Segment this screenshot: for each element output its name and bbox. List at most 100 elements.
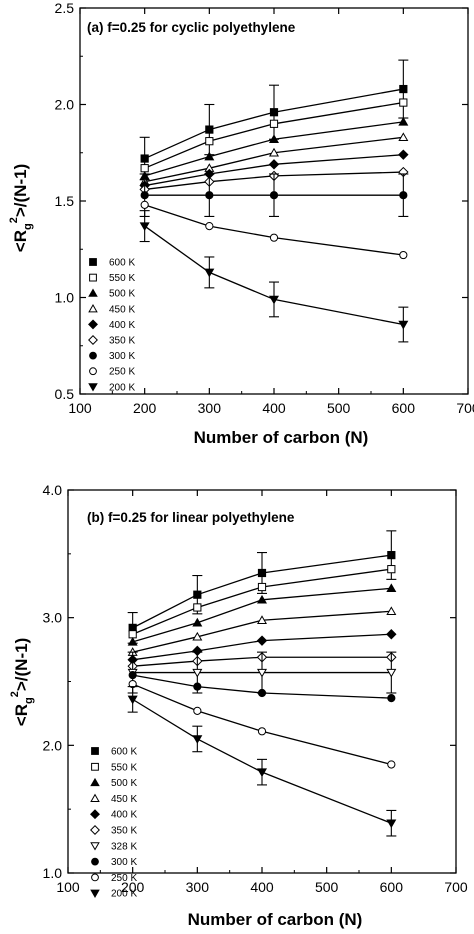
panel-b-data-point (256, 594, 268, 604)
panel-a-data-point (269, 108, 279, 117)
panel-a-series-250k (140, 200, 408, 260)
panel-b-series-line (132, 554, 392, 629)
panel-a-legend-marker (88, 383, 98, 392)
panel-b-legend-label: 600 K (111, 747, 137, 758)
panel-a-data-point (204, 268, 215, 278)
panel-a-x-tick-label: 200 (133, 400, 157, 416)
panel-a-y-label-sub: g (22, 223, 34, 230)
panel-b-legend-item: 450 K (90, 793, 137, 805)
panel-a-data-point (269, 119, 279, 128)
panel-b-legend-marker (91, 857, 99, 866)
panel-b-y-tick-label: 2.0 (43, 737, 63, 753)
panel-b-x-tick-label: 600 (380, 879, 404, 895)
panel-b-data-point (386, 606, 397, 616)
panel-b-series-line (132, 698, 392, 824)
panel-b-data-point (256, 768, 268, 778)
panel-b-data-point (192, 668, 203, 678)
panel-a-data-point (205, 137, 214, 146)
panel-b-data-point (387, 565, 396, 574)
panel-b-y-label-main: <R (12, 704, 31, 726)
panel-a-legend-item: 600 K (89, 258, 135, 269)
panel-a-legend-item: 500 K (88, 288, 135, 300)
panel-a-x-tick-label: 600 (392, 400, 416, 416)
panel-a-data-point (398, 149, 409, 160)
panel-b-legend-marker (90, 809, 100, 820)
panel-b-legend-item: 600 K (91, 747, 137, 758)
panel-b-legend-item: 350 K (90, 825, 137, 837)
panel-a-data-point (399, 84, 408, 94)
panel-b-data-point (127, 636, 138, 646)
panel-b-data-point (257, 568, 267, 578)
panel-a-series-line (144, 225, 404, 326)
panel-b-series-300k (128, 671, 396, 703)
panel-b-legend-marker (90, 793, 100, 802)
panel-b-legend-label: 300 K (111, 857, 137, 868)
panel-a-data-point (269, 233, 279, 242)
panel-a-legend-label: 450 K (109, 304, 135, 315)
panel-b-series-200k (127, 686, 397, 837)
panel-a-legend-label: 600 K (109, 258, 135, 269)
panel-b-data-point (192, 735, 203, 744)
panel-b-legend-label: 450 K (111, 794, 137, 805)
panel-b-data-point (386, 668, 397, 678)
panel-a-x-tick-label: 400 (262, 400, 286, 416)
panel-a-data-point (205, 125, 214, 134)
panel-b-legend-label: 250 K (111, 873, 137, 884)
panel-a-data-point (398, 320, 409, 330)
panel-a-legend-marker (89, 258, 97, 266)
panel-b-legend-item: 300 K (91, 857, 137, 868)
panel-b-data-point (386, 629, 397, 640)
panel-a-x-tick-label: 500 (327, 400, 351, 416)
panel-b-data-point (193, 706, 202, 715)
panel-a-legend-item: 200 K (88, 382, 135, 393)
panel-a-y-label-sup: 2 (8, 217, 20, 223)
panel-a-legend-label: 550 K (109, 273, 135, 284)
panel-a-legend-label: 500 K (109, 289, 135, 300)
panel-a-legend-marker (88, 288, 98, 297)
panel-b-series-550k (128, 565, 396, 639)
panel-b-x-tick-label: 100 (56, 879, 80, 895)
panel-b-series-line (132, 674, 392, 699)
panel-b-data-point (128, 630, 137, 639)
panel-a-legend-item: 450 K (88, 304, 135, 315)
panel-b-series-line (132, 610, 392, 653)
panel-b-data-point (256, 668, 268, 678)
panel-a-data-point (268, 159, 280, 170)
panel-b-legend-marker (90, 777, 100, 787)
panel-a-y-tick-label: 2.5 (55, 0, 75, 16)
panel-b-y-tick-label: 3.0 (43, 610, 63, 626)
panel-a-legend-marker (88, 319, 98, 330)
panel-a-legend-marker (88, 304, 98, 313)
panel-b-y-axis-label: <Rg2>/(N-1) (9, 638, 35, 726)
panel-b-legend-item: 328 K (90, 841, 137, 852)
panel-a-y-tick-label: 0.5 (55, 386, 75, 402)
panel-a-data-point (139, 222, 150, 232)
panel-b-y-tick-label: 4.0 (43, 482, 63, 498)
panel-a-legend-item: 300 K (89, 351, 135, 362)
panel-b-data-point (386, 819, 397, 829)
panel-b-data-point (387, 693, 396, 703)
panel-a-legend-label: 350 K (109, 336, 135, 347)
panel-a-x-axis-label: Number of carbon (N) (194, 428, 369, 447)
panel-a-data-point (269, 191, 279, 200)
panel-a-series-300k (139, 173, 409, 217)
panel-b-legend-item: 250 K (91, 873, 137, 884)
panel-a-legend-label: 200 K (109, 382, 135, 393)
panel-b-legend-label: 350 K (111, 826, 137, 837)
panel-b: (b) f=0.25 for linear polyethylene Numbe… (9, 482, 468, 929)
panel-b-x-tick-label: 300 (186, 879, 210, 895)
panel-a-legend-marker (89, 273, 97, 282)
panel-b-x-tick-label: 200 (121, 879, 145, 895)
panel-b-legend-marker (90, 889, 100, 898)
panel-a-data-point (205, 221, 214, 231)
panel-b-legend-label: 550 K (111, 762, 137, 773)
panel-a-data-point (140, 164, 149, 173)
panel-a-y-axis-label: <Rg2>/(N-1) (8, 164, 34, 252)
panel-b-legend-marker (91, 762, 99, 771)
panel-a-y-label-tail: >/(N-1) (11, 164, 30, 217)
panel-b-x-tick-label: 700 (444, 879, 468, 895)
panel-b-series-line (132, 587, 392, 643)
panel-b-legend-label: 200 K (111, 889, 137, 900)
panel-b-legend-marker (90, 825, 100, 835)
